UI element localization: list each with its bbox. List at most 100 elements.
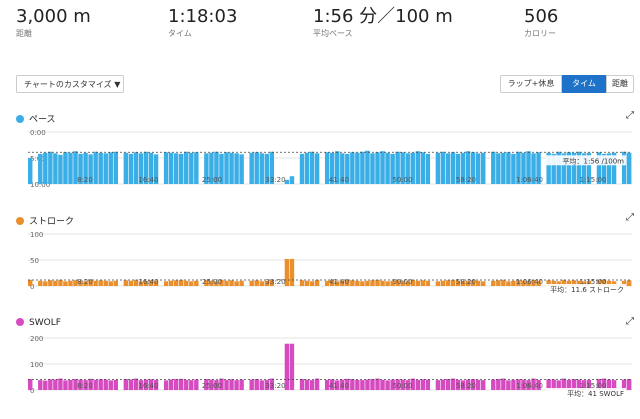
bar: [496, 379, 501, 390]
y-tick-label: 5:00: [30, 155, 46, 163]
bar: [551, 153, 556, 184]
bar: [551, 280, 556, 286]
bar: [289, 258, 295, 286]
bar: [289, 343, 295, 390]
bar: [103, 280, 108, 286]
bar: [249, 152, 254, 184]
bar: [400, 379, 405, 390]
bar: [576, 280, 582, 286]
bar: [98, 379, 103, 390]
bar: [324, 280, 330, 286]
bar: [93, 280, 98, 286]
bar: [380, 151, 385, 184]
bar: [475, 379, 481, 390]
bar: [400, 280, 405, 286]
x-tick-label: 8:20: [77, 176, 93, 184]
bar: [88, 378, 93, 390]
bar: [521, 280, 526, 286]
bar: [445, 379, 451, 390]
bar: [234, 380, 239, 390]
x-tick-label: 33:20: [265, 278, 285, 286]
bar: [194, 379, 199, 390]
customize-chart-button[interactable]: チャートのカスタマイズ ▼: [16, 75, 124, 93]
bar: [606, 153, 612, 184]
bar: [249, 379, 254, 390]
bar: [375, 152, 380, 184]
bar: [163, 152, 169, 184]
expand-icon[interactable]: ⤢: [626, 212, 634, 223]
stat-label: カロリー: [524, 29, 556, 38]
bar: [460, 281, 466, 286]
x-tick-label: 8:20: [77, 382, 93, 390]
bar: [481, 380, 486, 390]
bar: [460, 152, 466, 184]
bar: [138, 380, 144, 390]
bar: [73, 151, 78, 184]
bar: [556, 281, 561, 286]
bar: [173, 280, 179, 286]
bar: [284, 179, 290, 184]
bar: [405, 281, 410, 286]
bar: [481, 152, 486, 184]
expand-icon[interactable]: ⤢: [626, 110, 634, 121]
bar: [586, 379, 592, 390]
bar: [189, 281, 194, 286]
x-tick-label: 41:40: [329, 382, 349, 390]
bar: [209, 379, 214, 390]
average-label-bg: [546, 284, 626, 294]
segment-lap-rest[interactable]: ラップ+休息: [500, 75, 562, 93]
bar: [470, 379, 476, 390]
bar: [314, 153, 320, 184]
bar: [113, 151, 118, 184]
bar: [345, 153, 350, 184]
bar: [224, 152, 229, 184]
bar: [83, 152, 88, 184]
x-tick-label: 33:20: [265, 382, 285, 390]
bar: [239, 379, 244, 390]
bar: [68, 152, 73, 184]
bar: [395, 280, 400, 286]
bar: [581, 281, 587, 286]
bar: [83, 281, 88, 286]
bar: [179, 378, 184, 390]
bar: [184, 280, 189, 286]
bar: [571, 152, 577, 184]
bar: [264, 280, 269, 286]
bar: [299, 280, 305, 286]
bar: [229, 280, 234, 286]
y-tick-label: 200: [30, 335, 43, 343]
bar: [254, 379, 259, 390]
bar: [224, 379, 229, 390]
bar: [153, 280, 159, 286]
bar: [128, 153, 134, 184]
bar: [365, 379, 370, 390]
bar: [123, 280, 129, 286]
x-tick-label: 25:00: [202, 382, 222, 390]
bar: [566, 152, 571, 184]
stat-value: 1:56 分／100 m: [313, 6, 453, 27]
segment-distance[interactable]: 距離: [606, 75, 634, 93]
x-tick-label: 41:40: [329, 278, 349, 286]
x-tick-label: 25:00: [202, 176, 222, 184]
y-tick-label: 10:00: [30, 181, 50, 189]
bar: [601, 378, 607, 390]
bar: [168, 280, 174, 286]
x-tick-label: 16:40: [138, 278, 158, 286]
bar: [465, 379, 471, 390]
bar: [355, 152, 360, 184]
bar: [460, 380, 466, 390]
bar: [173, 153, 179, 184]
segment-time[interactable]: タイム: [562, 75, 606, 93]
bar: [360, 281, 365, 286]
expand-icon[interactable]: ⤢: [626, 316, 634, 327]
bar: [465, 280, 471, 286]
bar: [621, 379, 627, 390]
average-label-bg: [546, 388, 626, 398]
bar: [395, 151, 400, 184]
bar: [133, 152, 139, 184]
bar: [88, 154, 93, 184]
x-tick-label: 16:40: [138, 382, 158, 390]
bar: [410, 279, 415, 286]
bar: [496, 280, 501, 286]
bar: [143, 151, 149, 184]
